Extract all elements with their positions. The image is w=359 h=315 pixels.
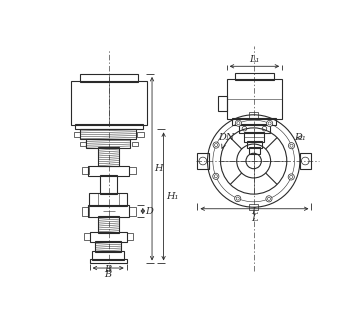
Bar [80, 142, 86, 146]
Text: B: B [104, 265, 112, 274]
Bar [80, 129, 136, 140]
Text: B: B [104, 270, 111, 279]
Bar [249, 112, 258, 118]
Bar [80, 74, 138, 82]
Bar [137, 132, 144, 137]
Bar [90, 232, 127, 242]
Bar [89, 193, 127, 206]
Bar [84, 233, 90, 240]
Bar [74, 132, 80, 137]
Bar [232, 118, 276, 125]
Text: L₁: L₁ [249, 55, 260, 64]
Circle shape [213, 173, 219, 179]
Bar [100, 175, 117, 194]
Bar [197, 152, 209, 169]
Bar [129, 207, 136, 216]
Text: D: D [145, 207, 153, 215]
Text: L: L [251, 207, 258, 216]
Bar [129, 167, 136, 174]
Circle shape [288, 174, 294, 180]
Circle shape [266, 120, 273, 127]
Text: D₁: D₁ [294, 133, 306, 142]
Bar [92, 251, 124, 260]
Bar [132, 142, 138, 146]
Bar [247, 141, 262, 148]
Bar [82, 207, 89, 216]
Bar [300, 152, 311, 169]
Circle shape [235, 196, 241, 202]
Bar [90, 259, 127, 263]
Bar [98, 147, 119, 166]
Bar [98, 216, 119, 232]
Bar [71, 81, 146, 125]
Text: H: H [154, 164, 163, 173]
Circle shape [288, 143, 295, 149]
Bar [86, 139, 130, 148]
Bar [235, 73, 274, 80]
Bar [127, 233, 133, 240]
Circle shape [266, 196, 272, 202]
Bar [88, 166, 129, 176]
Bar [227, 79, 282, 119]
Circle shape [213, 142, 219, 148]
Bar [249, 147, 260, 154]
Circle shape [235, 120, 242, 126]
Text: L: L [251, 214, 258, 223]
Bar [75, 124, 143, 129]
Bar [82, 167, 89, 174]
Bar [239, 124, 270, 133]
Bar [249, 204, 258, 210]
Bar [95, 241, 121, 252]
Bar [88, 205, 129, 217]
Text: H₁: H₁ [166, 192, 178, 201]
Bar [218, 95, 228, 111]
Text: DN: DN [218, 133, 235, 148]
Bar [244, 132, 265, 142]
